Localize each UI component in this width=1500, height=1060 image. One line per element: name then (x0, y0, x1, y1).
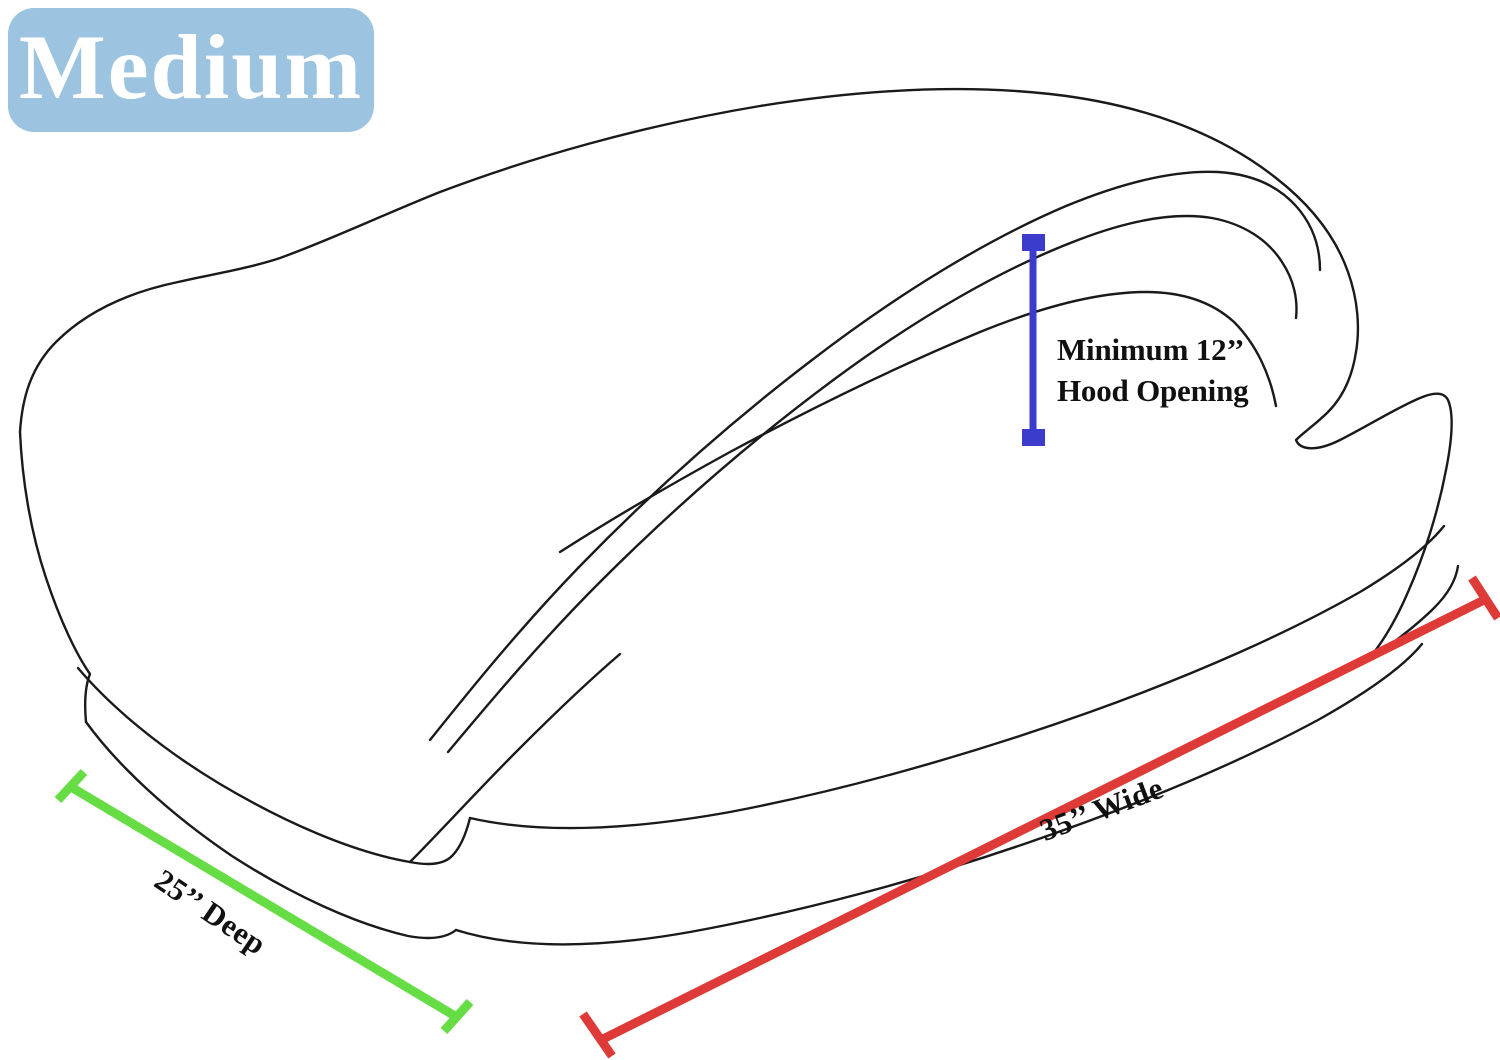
lid-seam-outer (428, 170, 1322, 742)
front-face-upper-crease (76, 666, 472, 866)
front-face-lower-crease (84, 720, 458, 940)
size-badge-label: Medium (18, 16, 364, 118)
width-dimension (579, 575, 1500, 1059)
hood-opening-cap-top (1022, 234, 1045, 251)
bottom-skirt-edge (454, 642, 1424, 946)
carrier-body-outline (18, 87, 1460, 946)
hood-opening-dimension (1022, 234, 1045, 446)
lid-seam-inner (446, 214, 1298, 754)
lid-seam-lowest (558, 290, 1278, 554)
side-seam-left (408, 652, 622, 864)
hood-opening-label-line-1: Minimum 12’’ (1057, 332, 1245, 367)
width-dimension-line (596, 595, 1487, 1046)
depth-cap-top (54, 768, 88, 804)
size-badge: Medium (8, 8, 374, 132)
hood-opening-label-line-2: Hood Opening (1057, 372, 1249, 408)
body-left-lower-edge (18, 430, 92, 724)
body-right-tail (1294, 350, 1453, 664)
depth-dimension-line (68, 783, 458, 1020)
upper-rail-edge (468, 524, 1446, 830)
hood-opening-cap-bottom (1022, 429, 1045, 446)
width-cap-right (1468, 575, 1500, 621)
depth-dimension (54, 768, 474, 1035)
width-cap-left (579, 1011, 616, 1059)
body-top-silhouette (18, 87, 1360, 434)
hood-opening-dimension-label: Minimum 12’’ Hood Opening (1057, 330, 1249, 412)
depth-cap-bottom (440, 998, 474, 1035)
